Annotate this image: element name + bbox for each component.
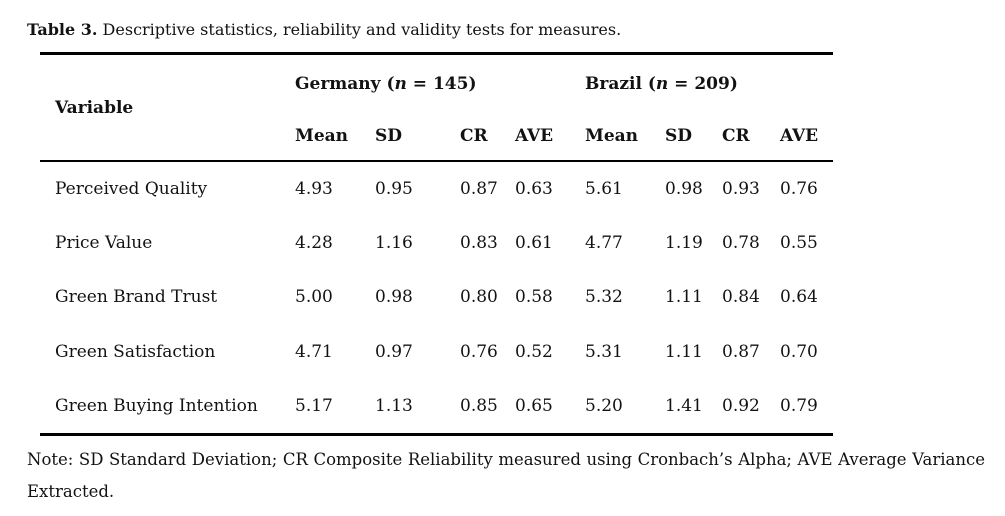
row-label: Green Brand Trust <box>55 287 218 308</box>
row-label: Perceived Quality <box>55 179 208 200</box>
cell-brazil-cr: 0.84 <box>722 287 760 308</box>
cell-germany-ave: 0.58 <box>515 287 553 308</box>
cell-brazil-sd: 1.19 <box>665 233 703 254</box>
cell-brazil-sd: 1.11 <box>665 341 703 362</box>
cell-brazil-sd: 0.98 <box>665 179 703 200</box>
cell-germany-cr: 0.80 <box>460 287 498 308</box>
cell-brazil-cr: 0.87 <box>722 341 760 362</box>
cell-germany-ave: 0.65 <box>515 395 553 416</box>
cell-germany-mean: 4.71 <box>295 341 333 362</box>
cell-germany-sd: 1.13 <box>375 395 413 416</box>
cell-brazil-sd: 1.11 <box>665 287 703 308</box>
cell-brazil-cr: 0.92 <box>722 395 760 416</box>
group-header-germany: Germany (n = 145) <box>295 74 585 94</box>
descriptive-statistics-table: Variable Germany (n = 145) Brazil (n = 2… <box>40 52 833 436</box>
column-header-variable: Variable <box>55 97 134 118</box>
table-row: Green Brand Trust 5.00 0.98 0.80 0.58 5.… <box>40 270 833 324</box>
table-caption-label: Table 3. <box>27 20 98 39</box>
table-row: Green Satisfaction 4.71 0.97 0.76 0.52 5… <box>40 325 833 379</box>
cell-germany-sd: 1.16 <box>375 233 413 254</box>
group-header-germany-prefix: Germany ( <box>295 73 395 94</box>
column-header-germany-mean: Mean <box>295 126 349 146</box>
cell-brazil-ave: 0.70 <box>780 341 818 362</box>
table-note: Note: SD Standard Deviation; CR Composit… <box>27 449 985 501</box>
table-caption: Table 3. Descriptive statistics, reliabi… <box>27 19 985 40</box>
cell-brazil-cr: 0.78 <box>722 233 760 254</box>
cell-brazil-mean: 5.32 <box>585 287 623 308</box>
cell-germany-mean: 4.93 <box>295 179 333 200</box>
cell-brazil-cr: 0.93 <box>722 179 760 200</box>
row-label: Green Buying Intention <box>55 395 258 416</box>
cell-germany-mean: 4.28 <box>295 233 333 254</box>
group-header-germany-suffix: = 145) <box>406 73 477 94</box>
table-body: Perceived Quality 4.93 0.95 0.87 0.63 5.… <box>40 162 833 433</box>
cell-brazil-ave: 0.76 <box>780 179 818 200</box>
column-header-germany-cr: CR <box>460 126 488 146</box>
cell-brazil-mean: 4.77 <box>585 233 623 254</box>
table-caption-text: Descriptive statistics, reliability and … <box>97 20 622 39</box>
cell-germany-ave: 0.61 <box>515 233 553 254</box>
cell-brazil-ave: 0.64 <box>780 287 818 308</box>
row-label: Green Satisfaction <box>55 341 216 362</box>
group-header-brazil-prefix: Brazil ( <box>585 73 656 94</box>
column-header-brazil-cr: CR <box>722 126 750 146</box>
cell-germany-mean: 5.00 <box>295 287 333 308</box>
cell-germany-cr: 0.87 <box>460 179 498 200</box>
cell-brazil-mean: 5.61 <box>585 179 623 200</box>
cell-brazil-mean: 5.20 <box>585 395 623 416</box>
cell-germany-cr: 0.85 <box>460 395 498 416</box>
cell-brazil-ave: 0.55 <box>780 233 818 254</box>
row-label: Price Value <box>55 233 153 254</box>
cell-germany-sd: 0.95 <box>375 179 413 200</box>
table-row: Perceived Quality 4.93 0.95 0.87 0.63 5.… <box>40 162 833 216</box>
column-header-brazil-mean: Mean <box>585 126 639 146</box>
cell-brazil-mean: 5.31 <box>585 341 623 362</box>
cell-brazil-ave: 0.79 <box>780 395 818 416</box>
cell-germany-ave: 0.63 <box>515 179 553 200</box>
column-header-brazil-sd: SD <box>665 126 693 146</box>
cell-germany-sd: 0.97 <box>375 341 413 362</box>
cell-brazil-sd: 1.41 <box>665 395 703 416</box>
group-header-brazil-n: n <box>655 73 669 94</box>
group-header-brazil-suffix: = 209) <box>668 73 738 94</box>
cell-germany-cr: 0.76 <box>460 341 498 362</box>
table-row: Green Buying Intention 5.17 1.13 0.85 0.… <box>40 379 833 433</box>
table-row: Price Value 4.28 1.16 0.83 0.61 4.77 1.1… <box>40 216 833 270</box>
group-header-brazil: Brazil (n = 209) <box>585 74 833 94</box>
column-header-brazil-ave: AVE <box>780 126 819 146</box>
column-header-germany-sd: SD <box>375 126 403 146</box>
cell-germany-mean: 5.17 <box>295 395 333 416</box>
cell-germany-cr: 0.83 <box>460 233 498 254</box>
column-header-germany-ave: AVE <box>515 126 554 146</box>
cell-germany-sd: 0.98 <box>375 287 413 308</box>
table-header: Variable Germany (n = 145) Brazil (n = 2… <box>40 55 833 162</box>
cell-germany-ave: 0.52 <box>515 341 553 362</box>
group-header-germany-n: n <box>394 73 407 94</box>
